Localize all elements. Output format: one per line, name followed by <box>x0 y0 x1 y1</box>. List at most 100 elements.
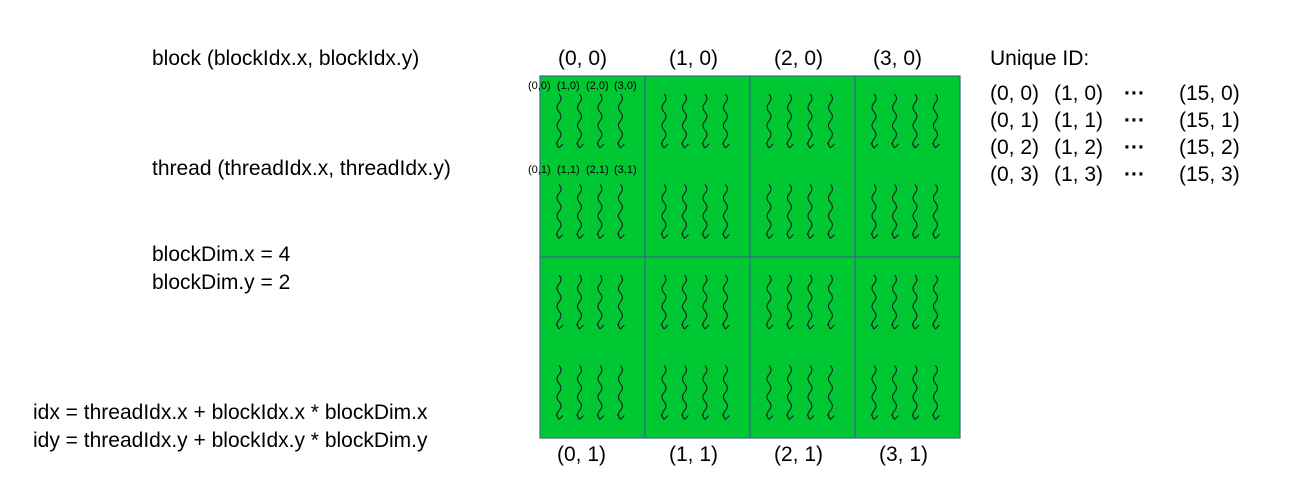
block-label-1-1: (1, 1) <box>669 443 719 466</box>
thread-arrow-icon <box>616 184 625 239</box>
thread-arrow-icon <box>870 184 879 239</box>
thread-arrow-icon <box>660 365 669 420</box>
ellipsis: ··· <box>1124 163 1145 186</box>
thread-index-label: thread (threadIdx.x, threadIdx.y) <box>152 157 451 180</box>
unique-id-cell: (1, 3) <box>1054 163 1104 186</box>
block-label-0-0: (0, 0) <box>558 47 608 70</box>
thread-label-2-0: (2,0) <box>586 80 609 92</box>
thread-arrow-icon <box>891 93 899 149</box>
thread-label-2-1: (2,1) <box>586 164 609 176</box>
thread-label-1-1: (1,1) <box>557 164 580 176</box>
thread-arrow-icon <box>826 184 835 239</box>
block-index-label: block (blockIdx.x, blockIdx.y) <box>152 47 420 70</box>
thread-label-0-1: (0,1) <box>528 164 551 176</box>
thread-label-3-0: (3,0) <box>614 80 637 92</box>
thread-arrow-icon <box>826 365 835 420</box>
block-label-2-0: (2, 0) <box>774 47 824 70</box>
thread-arrow-icon <box>931 184 940 239</box>
thread-arrow-icon <box>681 365 689 420</box>
thread-arrow-icon <box>786 93 794 149</box>
thread-arrow-icon <box>806 184 815 239</box>
idx-formula: idx = threadIdx.x + blockIdx.x * blockDi… <box>33 401 428 424</box>
blockdim-y-label: blockDim.y = 2 <box>152 271 291 294</box>
thread-arrow-icon <box>555 93 564 149</box>
thread-arrow-icon <box>806 274 815 330</box>
unique-id-cell: (1, 2) <box>1054 136 1104 159</box>
unique-id-cell: (15, 1) <box>1179 109 1240 132</box>
block-cell-0-1 <box>539 256 646 439</box>
block-cell-3-1 <box>854 256 961 439</box>
thread-arrow-icon <box>721 365 730 420</box>
thread-arrow-icon <box>681 184 689 239</box>
ellipsis: ··· <box>1124 109 1145 132</box>
thread-arrow-icon <box>786 184 794 239</box>
block-cell-2-1 <box>749 256 856 439</box>
unique-id-cell: (15, 2) <box>1179 136 1240 159</box>
ellipsis: ··· <box>1124 136 1145 159</box>
thread-arrow-icon <box>931 93 940 149</box>
thread-arrow-icon <box>911 365 920 420</box>
thread-arrow-icon <box>826 93 835 149</box>
thread-arrow-icon <box>660 274 669 330</box>
block-label-3-0: (3, 0) <box>873 47 923 70</box>
thread-arrow-icon <box>931 365 940 420</box>
thread-label-0-0: (0,0) <box>528 80 551 92</box>
block-cell-3-0 <box>854 75 961 258</box>
unique-id-cell: (1, 0) <box>1054 82 1104 105</box>
unique-id-cell: (0, 3) <box>990 163 1040 186</box>
thread-arrow-icon <box>701 365 710 420</box>
unique-id-cell: (15, 3) <box>1179 163 1240 186</box>
block-cell-1-0 <box>644 75 751 258</box>
thread-arrow-icon <box>555 274 564 330</box>
unique-id-cell: (0, 2) <box>990 136 1040 159</box>
thread-arrow-icon <box>721 274 730 330</box>
block-cell-1-1 <box>644 256 751 439</box>
block-label-0-1: (0, 1) <box>557 443 607 466</box>
thread-arrow-icon <box>701 93 710 149</box>
idy-formula: idy = threadIdx.y + blockIdx.y * blockDi… <box>33 429 428 452</box>
thread-arrow-icon <box>891 184 899 239</box>
thread-arrow-icon <box>555 365 564 420</box>
thread-arrow-icon <box>870 274 879 330</box>
block-label-3-1: (3, 1) <box>879 443 929 466</box>
thread-arrow-icon <box>765 274 774 330</box>
thread-arrow-icon <box>870 365 879 420</box>
thread-arrow-icon <box>806 93 815 149</box>
thread-arrow-icon <box>576 93 584 149</box>
thread-arrow-icon <box>826 274 835 330</box>
thread-arrow-icon <box>555 184 564 239</box>
unique-id-cell: (1, 1) <box>1054 109 1104 132</box>
blockdim-x-label: blockDim.x = 4 <box>152 243 291 266</box>
thread-arrow-icon <box>701 274 710 330</box>
thread-arrow-icon <box>806 365 815 420</box>
thread-arrow-icon <box>765 93 774 149</box>
thread-arrow-icon <box>721 184 730 239</box>
thread-arrow-icon <box>596 93 605 149</box>
thread-arrow-icon <box>596 274 605 330</box>
thread-arrow-icon <box>786 274 794 330</box>
unique-id-cell: (15, 0) <box>1179 82 1240 105</box>
thread-arrow-icon <box>596 184 605 239</box>
thread-arrow-icon <box>660 93 669 149</box>
thread-arrow-icon <box>911 93 920 149</box>
thread-label-3-1: (3,1) <box>614 164 637 176</box>
thread-arrow-icon <box>681 274 689 330</box>
thread-arrow-icon <box>701 184 710 239</box>
thread-label-1-0: (1,0) <box>557 80 580 92</box>
thread-arrow-icon <box>576 184 584 239</box>
thread-arrow-icon <box>891 274 899 330</box>
thread-arrow-icon <box>576 365 584 420</box>
unique-id-cell: (0, 0) <box>990 82 1040 105</box>
thread-arrow-icon <box>576 274 584 330</box>
block-label-2-1: (2, 1) <box>774 443 824 466</box>
thread-arrow-icon <box>660 184 669 239</box>
thread-arrow-icon <box>596 365 605 420</box>
thread-arrow-icon <box>616 93 625 149</box>
block-label-1-0: (1, 0) <box>669 47 719 70</box>
thread-arrow-icon <box>765 184 774 239</box>
thread-arrow-icon <box>911 274 920 330</box>
thread-arrow-icon <box>931 274 940 330</box>
thread-arrow-icon <box>891 365 899 420</box>
thread-arrow-icon <box>911 184 920 239</box>
